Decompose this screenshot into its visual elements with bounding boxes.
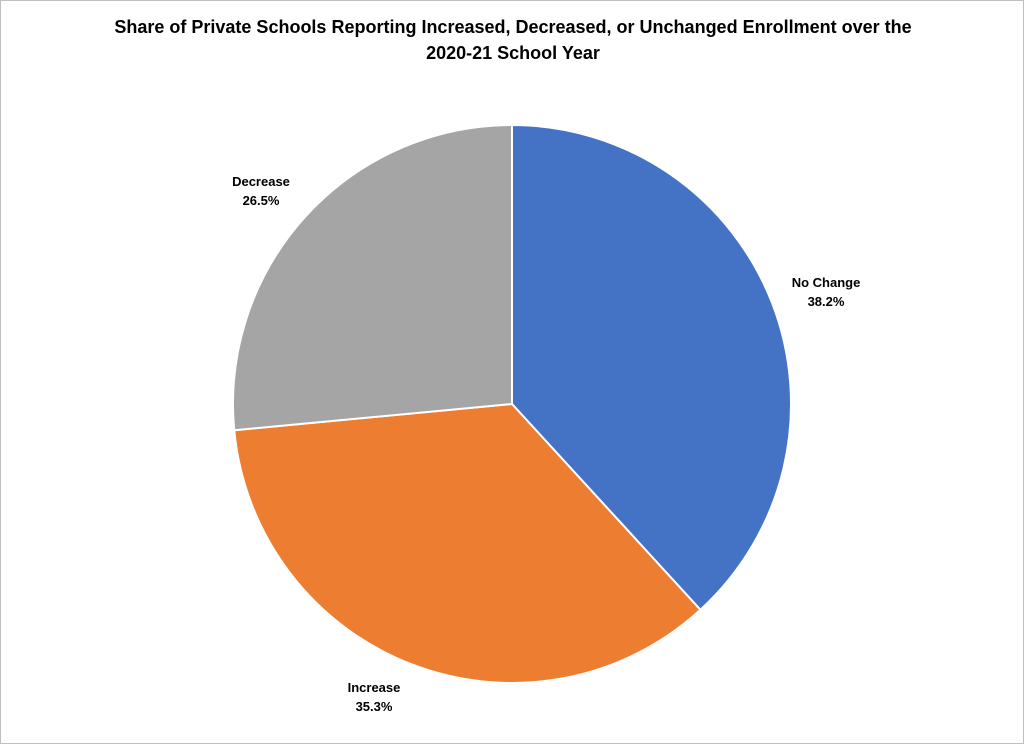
pie-slice-increase: [233, 402, 702, 685]
slice-label-value: 35.3%: [356, 699, 393, 714]
pie-labels: No Change 38.2% Increase 35.3% Decrease 26.5%: [232, 174, 860, 714]
chart-title-line-1: Share of Private Schools Reporting Incre…: [114, 17, 912, 37]
slice-label-value: 38.2%: [808, 294, 845, 309]
slice-label-name: Increase: [348, 680, 401, 695]
pie-slice-no-change: [511, 123, 793, 612]
chart-title: Share of Private Schools Reporting Incre…: [81, 14, 945, 66]
chart-title-line-2: 2020-21 School Year: [426, 43, 600, 63]
pie-slice-decrease: [232, 123, 513, 432]
slice-label-name: Decrease: [232, 174, 290, 189]
pie-slices: [232, 123, 793, 685]
slice-label-value: 26.5%: [243, 193, 280, 208]
slice-label-name: No Change: [792, 275, 861, 290]
